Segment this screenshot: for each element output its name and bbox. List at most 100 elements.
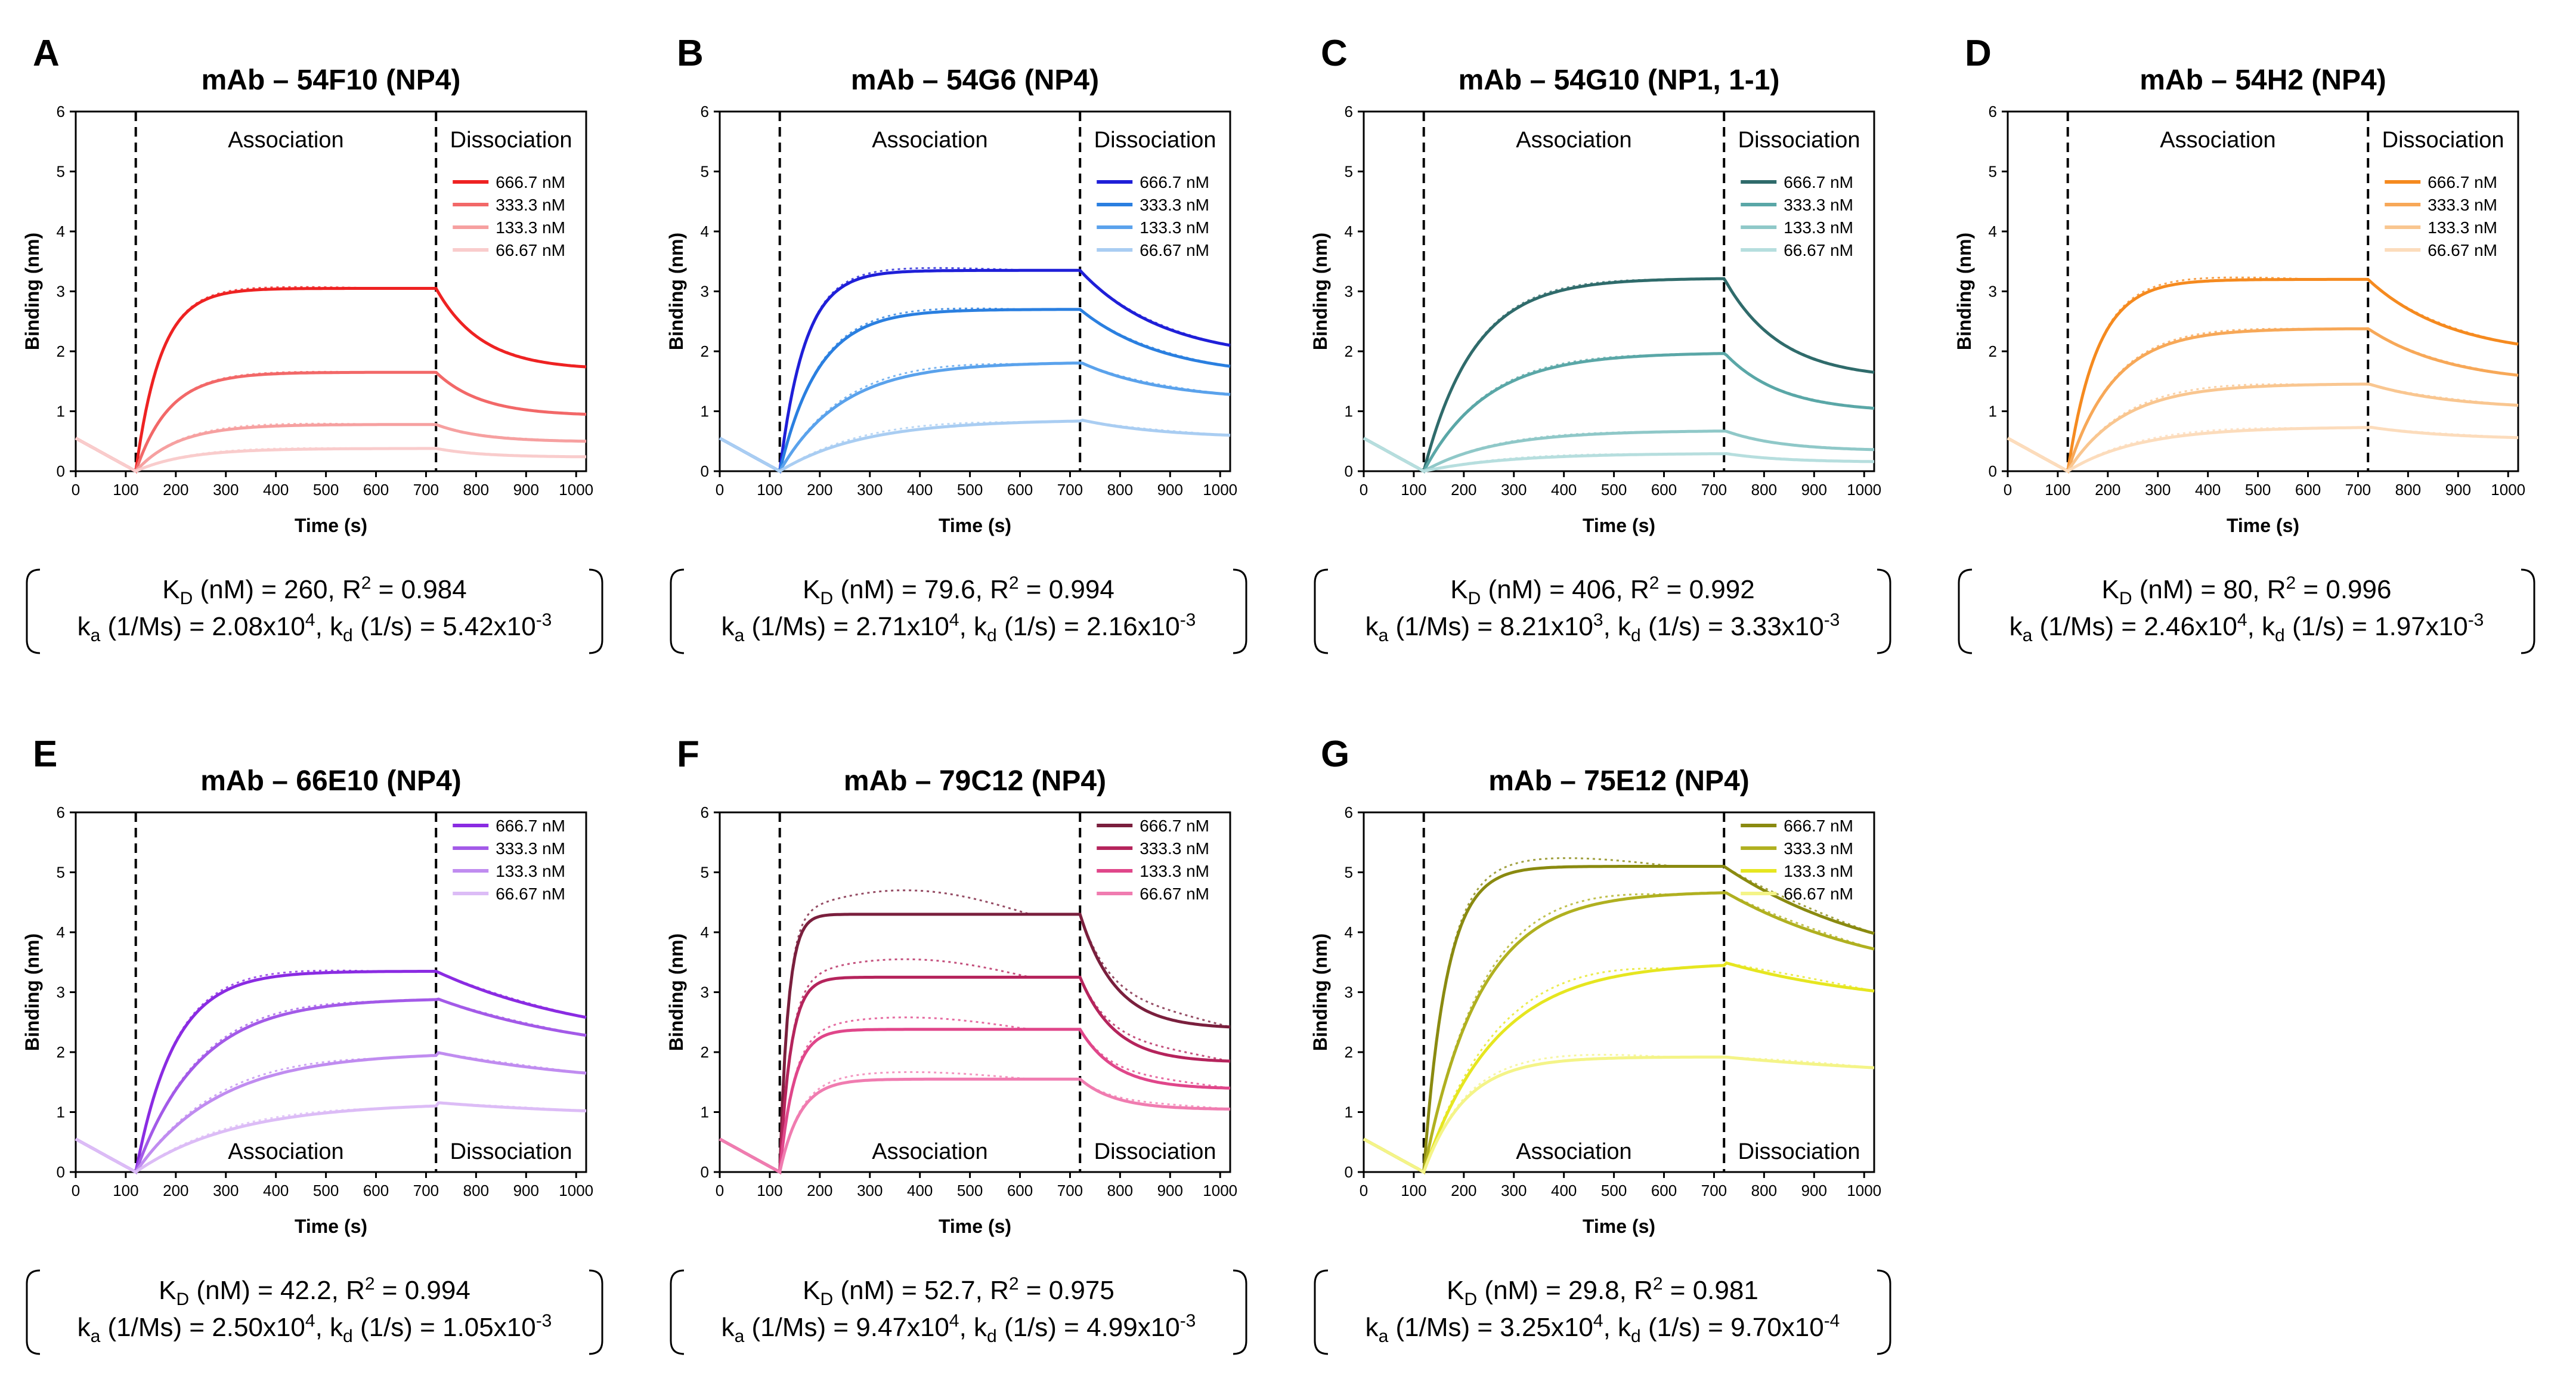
x-tick-label: 500 — [313, 1182, 339, 1199]
data-line-series — [75, 437, 587, 473]
y-tick-label: 4 — [1345, 222, 1353, 240]
x-tick-label: 600 — [1651, 1182, 1677, 1199]
x-tick-label: 0 — [1360, 481, 1368, 499]
legend-label: 133.3 nM — [1140, 218, 1209, 237]
kd-rate-subscript: d — [343, 626, 353, 645]
x-tick-label: 400 — [2195, 481, 2221, 499]
data-line-series — [75, 970, 587, 1174]
y-tick-label: 2 — [701, 342, 709, 360]
kd-value: (nM) = 79.6, R — [833, 575, 1009, 604]
data-line-series — [2007, 382, 2519, 474]
y-tick-label: 3 — [1345, 984, 1353, 1001]
dissociation-label: Dissociation — [450, 1139, 572, 1164]
chart-title: mAb – 54G10 (NP1, 1-1) — [1459, 64, 1780, 96]
x-tick-label: 0 — [72, 481, 80, 499]
data-line-series — [1363, 277, 1875, 474]
dissociation-label: Dissociation — [1738, 128, 1860, 153]
data-line-series — [719, 268, 1231, 474]
chart-title: mAb – 54H2 (NP4) — [2140, 64, 2386, 96]
rate-summary: ka (1/Ms) = 2.46x104, kd (1/s) = 1.97x10… — [2010, 610, 2484, 645]
x-tick-label: 500 — [313, 481, 339, 499]
x-tick-label: 1000 — [1847, 1182, 1881, 1199]
ka-value: (1/Ms) = 2.46x10 — [2032, 612, 2237, 641]
y-tick-label: 1 — [57, 403, 65, 420]
data-line-series — [75, 287, 587, 474]
y-tick-label: 0 — [57, 462, 65, 480]
dissociation-label: Dissociation — [2382, 128, 2504, 153]
r2-value: = 0.984 — [371, 575, 466, 604]
kd-value: (nM) = 52.7, R — [833, 1276, 1009, 1305]
fit-line-series — [719, 1071, 1231, 1174]
y-tick-label: 0 — [57, 1163, 65, 1181]
kd-rate-exponent: -3 — [1824, 610, 1840, 630]
legend-label: 666.7 nM — [1140, 173, 1209, 191]
x-tick-label: 700 — [2345, 481, 2371, 499]
kd-rate-subscript: d — [987, 626, 997, 645]
x-axis-label: Time (s) — [295, 515, 367, 536]
legend-label: 133.3 nM — [496, 218, 565, 237]
x-tick-label: 600 — [363, 481, 389, 499]
legend-label: 333.3 nM — [1140, 839, 1209, 858]
kd-symbol: K — [803, 575, 820, 604]
legend-label: 333.3 nM — [2428, 196, 2497, 214]
legend-label: 666.7 nM — [1784, 817, 1853, 835]
ka-value: (1/Ms) = 9.47x10 — [744, 1313, 949, 1342]
panel-letter: D — [1965, 33, 1992, 74]
r2-superscript: 2 — [2286, 573, 2296, 593]
x-tick-label: 500 — [1601, 481, 1627, 499]
legend-label: 133.3 nM — [2428, 218, 2497, 237]
y-tick-label: 2 — [1345, 1043, 1353, 1061]
x-tick-label: 300 — [857, 481, 883, 499]
ka-exponent: 3 — [1593, 610, 1603, 630]
x-tick-label: 900 — [513, 1182, 539, 1199]
y-axis-label: Binding (nm) — [665, 233, 687, 350]
kd-rate-subscript: d — [2275, 626, 2285, 645]
chart-title: mAb – 66E10 (NP4) — [200, 765, 462, 797]
x-tick-label: 1000 — [559, 1182, 593, 1199]
data-line-series — [75, 423, 587, 474]
kd-value: (nM) = 406, R — [1481, 575, 1649, 604]
y-tick-label: 5 — [1989, 163, 1997, 181]
x-tick-label: 1000 — [1203, 1182, 1237, 1199]
x-tick-label: 600 — [2295, 481, 2321, 499]
x-tick-label: 900 — [1801, 1182, 1827, 1199]
fit-line-series — [719, 889, 1231, 1174]
y-tick-label: 5 — [57, 864, 65, 882]
kd-value: (nM) = 260, R — [193, 575, 361, 604]
y-tick-label: 1 — [57, 1103, 65, 1121]
y-tick-label: 0 — [1345, 462, 1353, 480]
left-bracket — [670, 1269, 685, 1355]
fit-line-series — [1363, 857, 1875, 1174]
ka-value: (1/Ms) = 2.08x10 — [100, 612, 305, 641]
x-tick-label: 0 — [72, 1182, 80, 1199]
kd-rate-value: (1/s) = 1.97x10 — [2285, 612, 2468, 641]
y-tick-label: 3 — [57, 984, 65, 1001]
x-tick-label: 300 — [213, 481, 239, 499]
y-tick-label: 4 — [701, 222, 709, 240]
x-tick-label: 200 — [1451, 481, 1476, 499]
x-tick-label: 300 — [857, 1182, 883, 1199]
panel-letter: G — [1321, 734, 1349, 775]
x-tick-label: 0 — [1360, 1182, 1368, 1199]
x-tick-label: 200 — [163, 1182, 188, 1199]
x-tick-label: 400 — [1551, 1182, 1577, 1199]
fit-line-series — [719, 1016, 1231, 1174]
y-tick-label: 5 — [701, 163, 709, 181]
kd-rate-subscript: d — [1631, 626, 1641, 645]
data-line-series — [2007, 425, 2519, 473]
y-axis-label: Binding (nm) — [21, 233, 43, 350]
y-tick-label: 2 — [1345, 342, 1353, 360]
rate-summary: ka (1/Ms) = 8.21x103, kd (1/s) = 3.33x10… — [1366, 610, 1840, 645]
kd-rate-exponent: -3 — [1180, 610, 1196, 630]
x-tick-label: 600 — [1651, 481, 1677, 499]
y-axis-label: Binding (nm) — [1309, 233, 1331, 350]
x-tick-label: 1000 — [559, 481, 593, 499]
association-label: Association — [1516, 128, 1631, 153]
r2-value: = 0.981 — [1663, 1276, 1758, 1305]
ka-value: (1/Ms) = 2.71x10 — [744, 612, 949, 641]
legend-label: 333.3 nM — [1140, 196, 1209, 214]
ka-value: (1/Ms) = 8.21x10 — [1388, 612, 1593, 641]
legend-label: 666.7 nM — [496, 173, 565, 191]
